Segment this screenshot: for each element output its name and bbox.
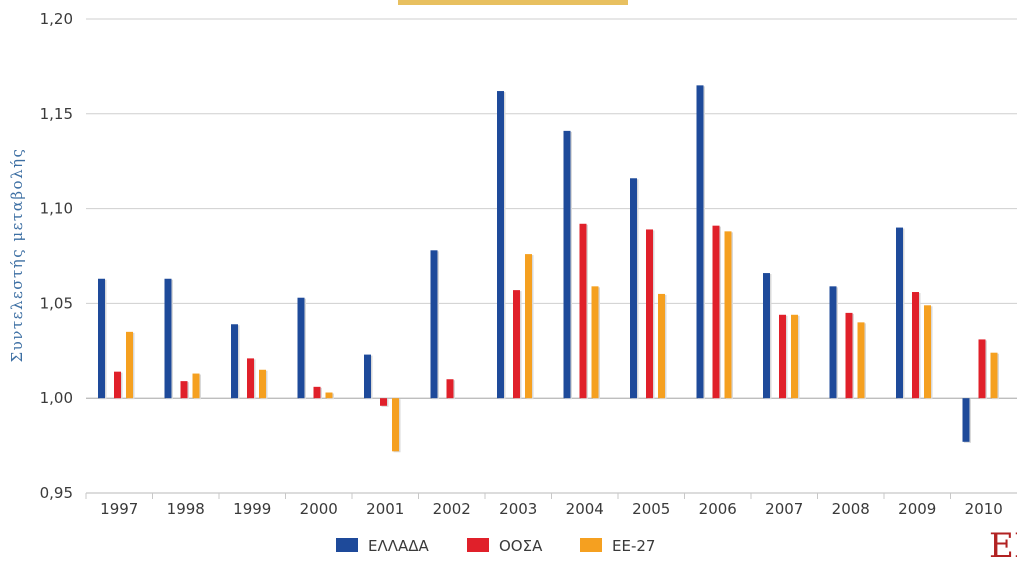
y-tick-label: 1,10 [40,200,73,218]
y-tick-label: 1,15 [40,105,73,123]
x-tick-label: 2007 [765,500,803,518]
x-tick-label: 2009 [898,500,936,518]
bar-ΟΟΣΑ-2008 [845,312,853,399]
bar-ΟΟΣΑ-1997 [114,371,121,399]
x-tick-label: 2000 [300,500,338,518]
bar-ΕΕ-27-2001 [392,398,399,452]
y-tick-label: 1,05 [40,294,73,312]
bar-ΕΕ-27-2000 [325,392,333,399]
x-tick-label: 2004 [566,500,604,518]
bar-ΟΟΣΑ-2005 [646,229,653,399]
bar-ΕΛΛΑΔΑ-2006 [696,85,704,399]
title-fragment [398,0,628,5]
bar-ΟΟΣΑ-2009 [912,292,919,399]
y-axis-ticks: 0,95 1,00 1,05 1,10 1,15 1,20 [40,10,73,502]
x-tick-label: 1998 [167,500,205,518]
bar-ΕΛΛΑΔΑ-2007 [763,273,770,399]
legend-label: ΟΟΣΑ [499,537,543,555]
bar-ΟΟΣΑ-1999 [247,358,254,399]
bar-ΕΕ-27-2010 [990,352,998,399]
x-tick-label: 2010 [965,500,1003,518]
bar-ΕΛΛΑΔΑ-2009 [896,227,903,399]
bar-ΕΛΛΑΔΑ-1997 [98,278,105,399]
bar-ΟΟΣΑ-2003 [513,290,520,399]
x-tick-label: 2001 [366,500,404,518]
y-tick-label: 1,00 [40,389,73,407]
bar-ΕΕ-27-2007 [791,314,798,399]
bar-ΟΟΣΑ-2006 [712,225,720,399]
bar-ΕΛΛΑΔΑ-2003 [497,91,504,399]
x-tick-label: 2003 [499,500,537,518]
bar-ΕΛΛΑΔΑ-2008 [829,286,837,399]
legend-swatch [336,538,358,552]
bar-ΕΕ-27-2009 [924,305,931,399]
y-tick-label: 0,95 [40,484,73,502]
bar-ΕΛΛΑΔΑ-2010 [962,398,970,442]
legend: ΕΛΛΑΔΑ ΟΟΣΑ ΕΕ-27 [336,537,655,555]
bar-ΕΛΛΑΔΑ-2000 [297,297,305,399]
bar-ΕΕ-27-2005 [658,293,665,399]
x-tick-label: 1999 [233,500,271,518]
grid-lines [86,18,1017,494]
x-tick-label: 2002 [433,500,471,518]
bar-ΕΕ-27-2008 [857,322,865,399]
x-tick-label: 1997 [100,500,138,518]
y-tick-label: 1,20 [40,10,73,28]
bar-ΕΕ-27-1998 [192,373,200,399]
legend-swatch [580,538,602,552]
bar-ΕΛΛΑΔΑ-2004 [563,130,571,399]
bar-ΕΛΛΑΔΑ-2001 [364,354,371,399]
bar-ΟΟΣΑ-2001 [380,398,387,406]
x-tick-label: 2008 [832,500,870,518]
bar-ΕΕ-27-1999 [259,369,266,399]
bar-ΟΟΣΑ-2007 [779,314,786,399]
bar-ΕΕ-27-2004 [591,286,599,399]
bar-ΟΟΣΑ-2010 [978,339,986,399]
bar-ΕΕ-27-1997 [126,331,133,399]
legend-label: ΕΕ-27 [612,537,655,555]
bar-ΕΛΛΑΔΑ-1998 [164,278,172,399]
bar-ΟΟΣΑ-1998 [180,381,188,399]
bars [98,85,999,453]
bar-ΟΟΣΑ-2002 [446,379,454,399]
bar-ΟΟΣΑ-2004 [579,223,587,399]
y-axis-label: Συντελεστής μεταβολής [8,148,26,363]
x-tick-label: 2005 [632,500,670,518]
bar-ΕΛΛΑΔΑ-1999 [231,324,238,399]
bar-ΕΕ-27-2006 [724,231,732,399]
x-axis-ticks: 1997 1998 1999 2000 2001 2002 2003 2004 2005 2006… [85,493,1003,518]
bar-ΟΟΣΑ-2000 [313,386,321,399]
x-tick-label: 2006 [699,500,737,518]
bar-ΕΛΛΑΔΑ-2005 [630,178,637,399]
logo: EK [989,526,1017,561]
legend-label: ΕΛΛΑΔΑ [368,537,430,555]
bar-ΕΕ-27-2003 [525,254,532,399]
bar-ΕΛΛΑΔΑ-2002 [430,250,438,399]
legend-swatch [467,538,489,552]
